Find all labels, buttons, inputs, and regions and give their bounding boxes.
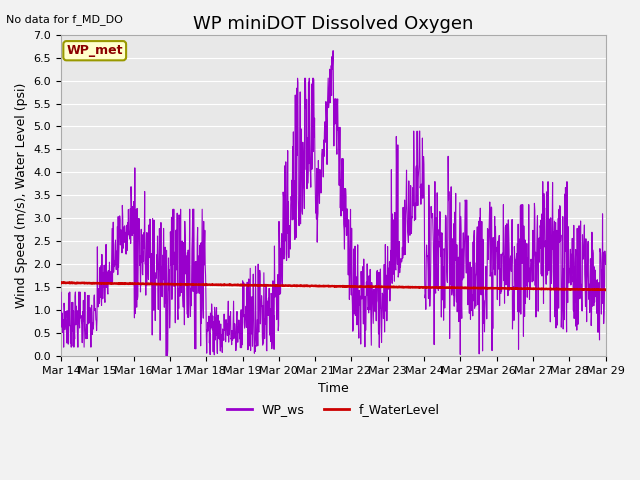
Title: WP miniDOT Dissolved Oxygen: WP miniDOT Dissolved Oxygen [193, 15, 474, 33]
X-axis label: Time: Time [318, 382, 349, 395]
Y-axis label: Wind Speed (m/s), Water Level (psi): Wind Speed (m/s), Water Level (psi) [15, 83, 28, 308]
Text: No data for f_MD_DO: No data for f_MD_DO [6, 14, 124, 25]
Text: WP_met: WP_met [67, 44, 123, 57]
Legend: WP_ws, f_WaterLevel: WP_ws, f_WaterLevel [222, 398, 445, 421]
